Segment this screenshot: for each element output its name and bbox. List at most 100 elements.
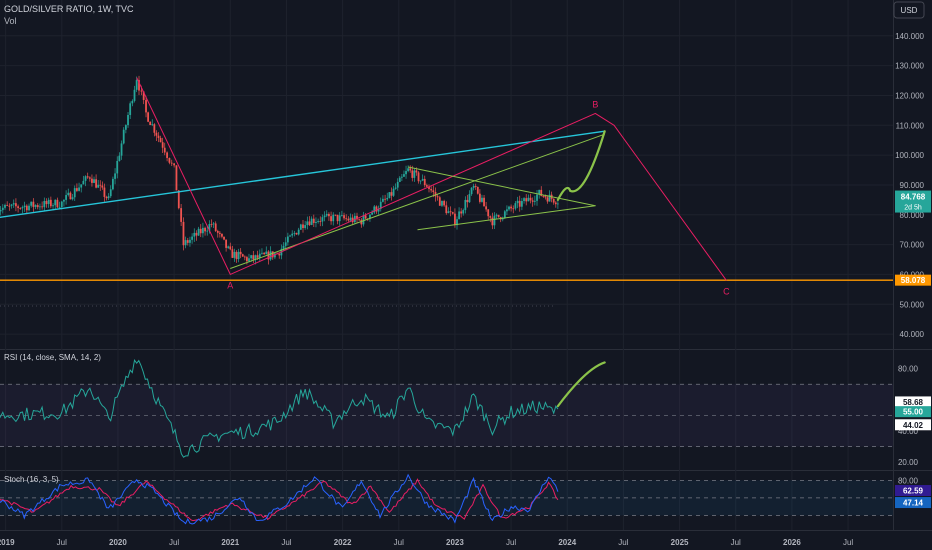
- candle-body: [114, 173, 116, 179]
- candle: [310, 216, 313, 226]
- candle: [317, 218, 320, 224]
- green-trendline[interactable]: [230, 133, 605, 269]
- candle-body: [197, 228, 200, 236]
- rsi-level-badge-text: 44.02: [903, 421, 924, 430]
- candle-body: [103, 187, 106, 197]
- candle: [302, 219, 304, 233]
- candle-body: [241, 254, 244, 257]
- triangle-pattern[interactable]: [407, 166, 596, 231]
- candle: [23, 201, 26, 212]
- candle: [382, 195, 384, 203]
- candle-body: [464, 199, 467, 211]
- candle-body: [460, 211, 463, 214]
- candle-body: [133, 89, 136, 101]
- candle: [49, 196, 52, 209]
- candle: [419, 180, 422, 185]
- candle-body: [206, 230, 209, 232]
- candle-body: [392, 188, 395, 196]
- candle: [510, 204, 512, 212]
- candle-body: [382, 198, 384, 202]
- candle: [394, 183, 397, 190]
- candle-body: [400, 176, 403, 178]
- candle: [306, 216, 309, 230]
- elliott-wave-path[interactable]: [136, 77, 727, 281]
- candle-body: [71, 197, 74, 200]
- candle-body: [189, 239, 191, 243]
- candle-body: [544, 196, 547, 198]
- blue-trendline[interactable]: [0, 130, 605, 218]
- candle: [252, 250, 255, 264]
- candle: [135, 76, 138, 93]
- candle: [30, 201, 33, 208]
- candle: [491, 212, 494, 230]
- candle: [151, 119, 154, 127]
- candle-body: [321, 217, 324, 222]
- candle: [390, 187, 393, 201]
- candle: [441, 200, 443, 208]
- candle: [114, 168, 116, 185]
- price-tick-label: 70.000: [900, 241, 925, 250]
- candle-body: [493, 215, 496, 226]
- candle-body: [338, 215, 341, 222]
- candle: [69, 191, 72, 200]
- time-tick-label: 2021: [221, 538, 239, 547]
- chart-drawings[interactable]: A B C: [0, 77, 893, 297]
- rsi-signal-badge-text: 55.00: [903, 408, 924, 417]
- time-tick-label: Jul: [618, 538, 628, 547]
- candle-body: [396, 181, 399, 188]
- candle-body: [182, 221, 185, 246]
- candle: [131, 99, 134, 107]
- candle-body: [204, 227, 206, 232]
- candle: [235, 250, 238, 263]
- projection-path[interactable]: [556, 130, 606, 201]
- candle: [481, 194, 483, 203]
- candle-body: [468, 194, 471, 203]
- candle-body: [548, 194, 551, 202]
- currency-label[interactable]: USD: [901, 6, 918, 15]
- rsi-band-fill: [0, 384, 893, 447]
- candle: [358, 218, 361, 221]
- stoch-d-badge-text: 47.14: [903, 499, 924, 508]
- candle-body: [254, 255, 257, 260]
- candle: [516, 196, 519, 209]
- candle: [142, 91, 145, 105]
- candle-body: [295, 232, 298, 235]
- candle-body: [330, 216, 332, 222]
- candle-body: [208, 224, 211, 231]
- candle: [529, 193, 532, 204]
- candle: [166, 151, 168, 162]
- candle-body: [263, 252, 266, 255]
- candle-body: [421, 178, 424, 181]
- candle-body: [347, 218, 350, 221]
- candle: [170, 159, 173, 166]
- candle: [533, 195, 536, 206]
- candle-body: [476, 186, 479, 194]
- candle: [227, 245, 230, 250]
- candle-body: [120, 143, 123, 156]
- candle-body: [8, 205, 11, 207]
- currency-button[interactable]: USD: [893, 1, 925, 19]
- candle: [523, 197, 525, 204]
- candle-body: [405, 171, 407, 175]
- rsi-level-badge-bg: [895, 419, 931, 431]
- candle: [186, 237, 189, 246]
- candle-body: [516, 200, 519, 204]
- time-tick-label: Jul: [169, 538, 179, 547]
- currency-button-frame[interactable]: [893, 1, 925, 19]
- candle-body: [447, 211, 450, 214]
- candle-body: [371, 212, 374, 215]
- candle-body: [454, 213, 456, 226]
- candle: [36, 203, 39, 210]
- stoch-k-badge-bg: [895, 485, 931, 497]
- candle: [258, 249, 261, 262]
- price-tick-label: 80.000: [900, 211, 925, 220]
- candle-body: [151, 124, 154, 126]
- stoch-d-badge-bg: [895, 497, 931, 509]
- candle: [86, 172, 89, 179]
- candle-body: [503, 211, 506, 218]
- rsi-tick-label: 20.00: [898, 458, 919, 467]
- candle-body: [186, 240, 189, 243]
